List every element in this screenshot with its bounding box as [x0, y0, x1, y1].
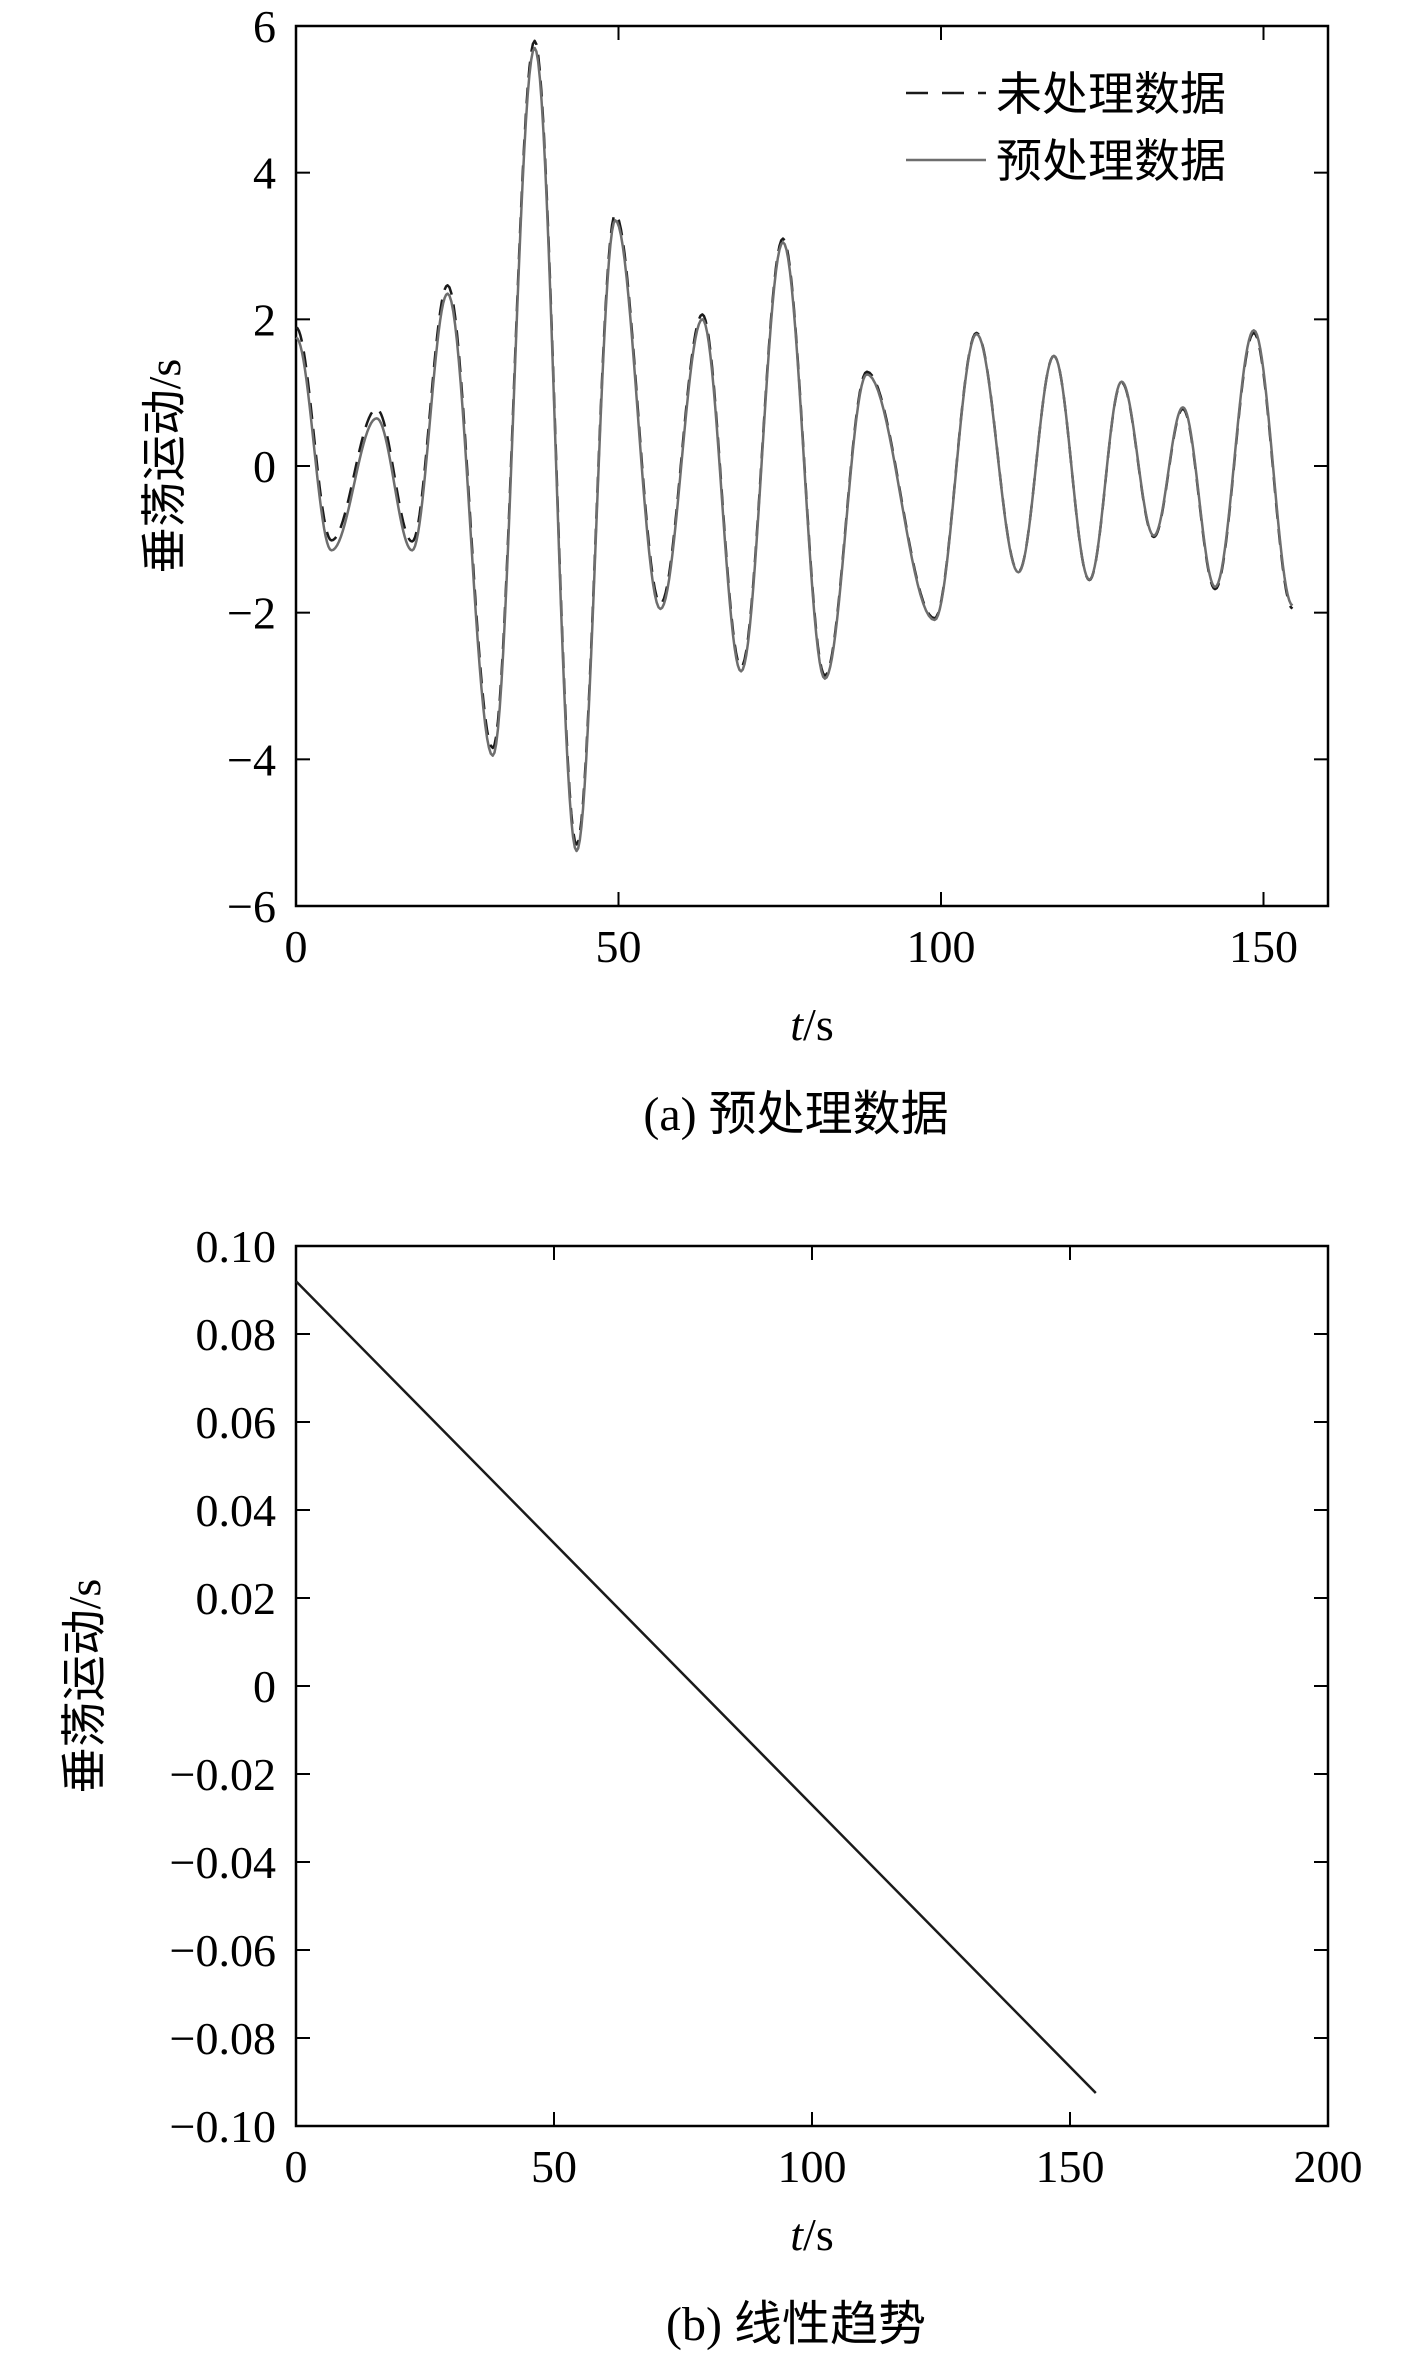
- series-group: [295, 39, 1294, 853]
- y-tick-label: −0.02: [170, 1749, 276, 1800]
- legend: 未处理数据 预处理数据: [906, 69, 1226, 187]
- x-ticks: 0 50 100 150 200: [285, 1246, 1363, 2192]
- y-tick-label: −0.06: [170, 1925, 276, 1976]
- y-ticks: 6 4 2 0 −2 −4 −6: [227, 1, 1328, 932]
- y-tick-label: 4: [253, 148, 276, 199]
- x-tick-label: 200: [1294, 2141, 1363, 2192]
- y-tick-label: 2: [253, 294, 276, 345]
- y-tick-label: 0.06: [196, 1397, 277, 1448]
- y-tick-label: 0.08: [196, 1309, 277, 1360]
- x-tick-label: 100: [907, 921, 976, 972]
- y-ticks: 0.10 0.08 0.06 0.04 0.02 0 −0.02 −0.04 −0.06 −0.0…: [170, 1221, 1328, 2152]
- y-axis-label: 垂荡运动/s: [59, 1579, 110, 1794]
- x-axis-label: t/s: [790, 999, 833, 1050]
- y-tick-label: 6: [253, 1, 276, 52]
- y-tick-label: 0.10: [196, 1221, 277, 1272]
- y-tick-label: −0.10: [170, 2101, 276, 2152]
- x-tick-label: 100: [778, 2141, 847, 2192]
- series-line-2: [295, 46, 1294, 853]
- x-axis-label: t/s: [790, 2209, 833, 2260]
- chart-caption: (a) 预处理数据: [643, 1088, 948, 1141]
- y-tick-label: 0: [253, 1661, 276, 1712]
- x-ticks: 0 50 100 150: [285, 26, 1298, 972]
- x-tick-label: 50: [531, 2141, 577, 2192]
- legend-label-preprocessed: 预处理数据: [996, 136, 1226, 187]
- y-tick-label: 0.02: [196, 1573, 277, 1624]
- chart-b: 0 50 100 150 200 0.10 0.08 0.06 0.04 0.02 0 −0.02 −…: [59, 1221, 1363, 2351]
- y-tick-label: 0.04: [196, 1485, 277, 1536]
- x-tick-label: 0: [285, 921, 308, 972]
- series-group: [295, 1280, 1097, 2094]
- series-line-1: [295, 1280, 1097, 2094]
- y-tick-label: −2: [227, 588, 276, 639]
- legend-label-unprocessed: 未处理数据: [996, 69, 1226, 120]
- y-tick-label: −6: [227, 881, 276, 932]
- plot-frame: [294, 1244, 1330, 2128]
- chart-caption: (b) 线性趋势: [666, 2298, 926, 2351]
- x-tick-label: 50: [596, 921, 642, 972]
- x-tick-label: 150: [1036, 2141, 1105, 2192]
- x-tick-label: 150: [1229, 921, 1298, 972]
- y-tick-label: −4: [227, 734, 276, 785]
- y-axis-label: 垂荡运动/s: [139, 359, 190, 574]
- y-tick-label: −0.04: [170, 1837, 276, 1888]
- chart-a: 0 50 100 150 6 4 2 0 −2 −4 −6 未处理数据 预处理数据 t/s 垂荡运…: [139, 1, 1330, 1141]
- x-tick-label: 0: [285, 2141, 308, 2192]
- y-tick-label: −0.08: [170, 2013, 276, 2064]
- y-tick-label: 0: [253, 441, 276, 492]
